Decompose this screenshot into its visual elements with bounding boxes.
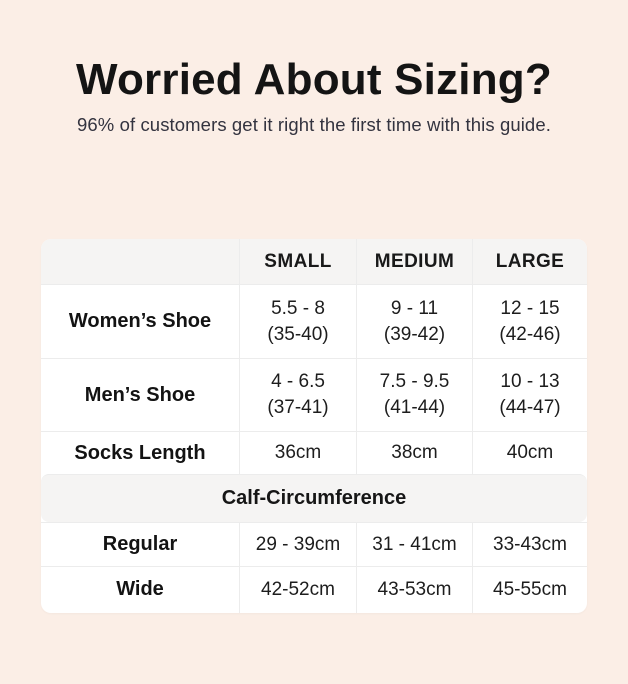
cell-mens-large: 10 - 13 (44-47) xyxy=(472,358,587,431)
row-label-womens-shoe: Women’s Shoe xyxy=(41,284,239,358)
cell-womens-large: 12 - 15 (42-46) xyxy=(472,284,587,359)
cell-wide-small: 42-52cm xyxy=(239,565,356,613)
cell-socks-medium: 38cm xyxy=(356,430,472,475)
row-label-regular: Regular xyxy=(41,522,239,565)
mens-large-eu: (44-47) xyxy=(499,397,561,419)
womens-large-us: 12 - 15 xyxy=(500,297,560,319)
row-calf-circumference-header: Calf-Circumference xyxy=(41,474,587,523)
cell-regular-small: 29 - 39cm xyxy=(239,522,356,566)
womens-small-us: 5.5 - 8 xyxy=(271,297,325,319)
womens-medium-eu: (39-42) xyxy=(383,323,446,345)
header-empty-cell xyxy=(41,239,239,284)
cell-womens-medium: 9 - 11 (39-42) xyxy=(356,284,472,359)
column-header-medium: MEDIUM xyxy=(356,239,472,284)
row-socks-length: Socks Length 36cm 38cm 40cm xyxy=(41,430,587,475)
size-chart-card: SMALL MEDIUM LARGE Women’s Shoe 5.5 - 8 … xyxy=(41,239,587,613)
page-subtitle: 96% of customers get it right the first … xyxy=(77,114,551,136)
cell-socks-large: 40cm xyxy=(472,430,587,475)
size-chart-table: SMALL MEDIUM LARGE Women’s Shoe 5.5 - 8 … xyxy=(41,239,587,613)
cell-wide-medium: 43-53cm xyxy=(356,565,472,613)
row-wide: Wide 42-52cm 43-53cm 45-55cm xyxy=(41,565,587,613)
cell-regular-large: 33-43cm xyxy=(472,522,587,566)
row-label-mens-shoe: Men’s Shoe xyxy=(41,358,239,430)
womens-medium-us: 9 - 11 xyxy=(390,297,439,319)
row-label-socks-length: Socks Length xyxy=(41,430,239,474)
mens-small-us: 4 - 6.5 xyxy=(271,371,325,393)
cell-socks-small: 36cm xyxy=(239,430,356,475)
column-header-small: SMALL xyxy=(239,239,356,284)
womens-large-eu: (42-46) xyxy=(499,323,561,345)
size-header-row: SMALL MEDIUM LARGE xyxy=(41,239,587,284)
calf-circumference-section-label: Calf-Circumference xyxy=(41,474,587,523)
row-mens-shoe: Men’s Shoe 4 - 6.5 (37-41) 7.5 - 9.5 (41… xyxy=(41,358,587,431)
mens-medium-eu: (41-44) xyxy=(383,397,446,419)
cell-womens-small: 5.5 - 8 (35-40) xyxy=(239,284,356,359)
womens-small-eu: (35-40) xyxy=(267,323,329,345)
row-label-wide: Wide xyxy=(41,565,239,613)
mens-large-us: 10 - 13 xyxy=(500,371,560,393)
cell-wide-large: 45-55cm xyxy=(472,565,587,613)
cell-mens-small: 4 - 6.5 (37-41) xyxy=(239,358,356,431)
cell-regular-medium: 31 - 41cm xyxy=(356,522,472,566)
cell-mens-medium: 7.5 - 9.5 (41-44) xyxy=(356,358,472,431)
sizing-guide-infographic: Worried About Sizing? 96% of customers g… xyxy=(0,55,628,684)
mens-small-eu: (37-41) xyxy=(267,397,329,419)
row-regular: Regular 29 - 39cm 31 - 41cm 33-43cm xyxy=(41,522,587,566)
row-womens-shoe: Women’s Shoe 5.5 - 8 (35-40) 9 - 11 (39-… xyxy=(41,284,587,359)
mens-medium-us: 7.5 - 9.5 xyxy=(379,371,450,393)
page-title: Worried About Sizing? xyxy=(76,55,552,104)
column-header-large: LARGE xyxy=(472,239,587,284)
